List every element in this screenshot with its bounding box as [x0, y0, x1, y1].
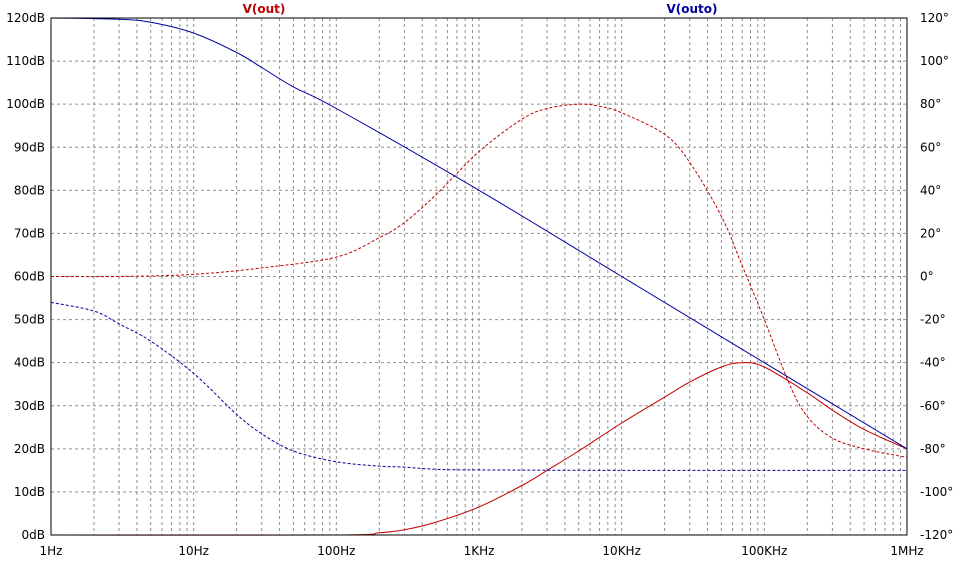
y-right-tick-label: 20°: [920, 226, 941, 240]
plot-frame: [50, 17, 908, 536]
y-left-tick-label: 0dB: [22, 528, 45, 542]
y-left-tick-label: 60dB: [14, 270, 45, 284]
x-tick-label: 1Hz: [40, 544, 63, 558]
y-left-tick-label: 40dB: [14, 356, 45, 370]
tick-labels: 1Hz 10Hz 100Hz 1KHz 10KHz 100KHz 1MHz 0dB 10dB 20…: [6, 11, 953, 558]
y-left-tick-label: 80dB: [14, 183, 45, 197]
y-left-tick-label: 110dB: [6, 54, 45, 68]
x-tick-label: 1KHz: [464, 544, 495, 558]
legend-v-outo: V(outo): [666, 2, 717, 16]
y-right-tick-label: -40°: [920, 356, 946, 370]
y-left-tick-label: 20dB: [14, 442, 45, 456]
y-right-tick-label: -60°: [920, 399, 946, 413]
x-tick-label: 10Hz: [178, 544, 209, 558]
x-tick-label: 1MHz: [890, 544, 923, 558]
y-right-tick-label: 60°: [920, 140, 941, 154]
y-right-tick-label: 40°: [920, 183, 941, 197]
x-tick-label: 100KHz: [741, 544, 787, 558]
y-left-tick-label: 50dB: [14, 313, 45, 327]
y-right-tick-label: -20°: [920, 313, 946, 327]
x-tick-label: 100Hz: [317, 544, 355, 558]
y-left-tick-label: 100dB: [6, 97, 45, 111]
y-right-tick-label: 80°: [920, 97, 941, 111]
y-left-tick-label: 10dB: [14, 485, 45, 499]
y-right-tick-label: 120°: [920, 11, 949, 25]
y-left-tick-label: 30dB: [14, 399, 45, 413]
y-left-tick-label: 120dB: [6, 11, 45, 25]
y-right-tick-label: -120°: [920, 528, 953, 542]
v-out-magnitude-curve: [50, 362, 908, 536]
y-right-tick-label: 0°: [920, 270, 934, 284]
v-outo-phase-curve: [50, 301, 907, 471]
v-out-phase-curve: [50, 103, 908, 458]
y-left-tick-label: 90dB: [14, 140, 45, 154]
y-right-tick-label: -100°: [920, 485, 953, 499]
legend-v-out: V(out): [243, 2, 286, 16]
x-tick-label: 10KHz: [602, 544, 640, 558]
y-left-tick-label: 70dB: [14, 226, 45, 240]
y-right-tick-label: -80°: [920, 442, 946, 456]
v-outo-magnitude-curve: [50, 17, 908, 450]
curves: [50, 17, 908, 536]
y-right-tick-label: 100°: [920, 54, 949, 68]
